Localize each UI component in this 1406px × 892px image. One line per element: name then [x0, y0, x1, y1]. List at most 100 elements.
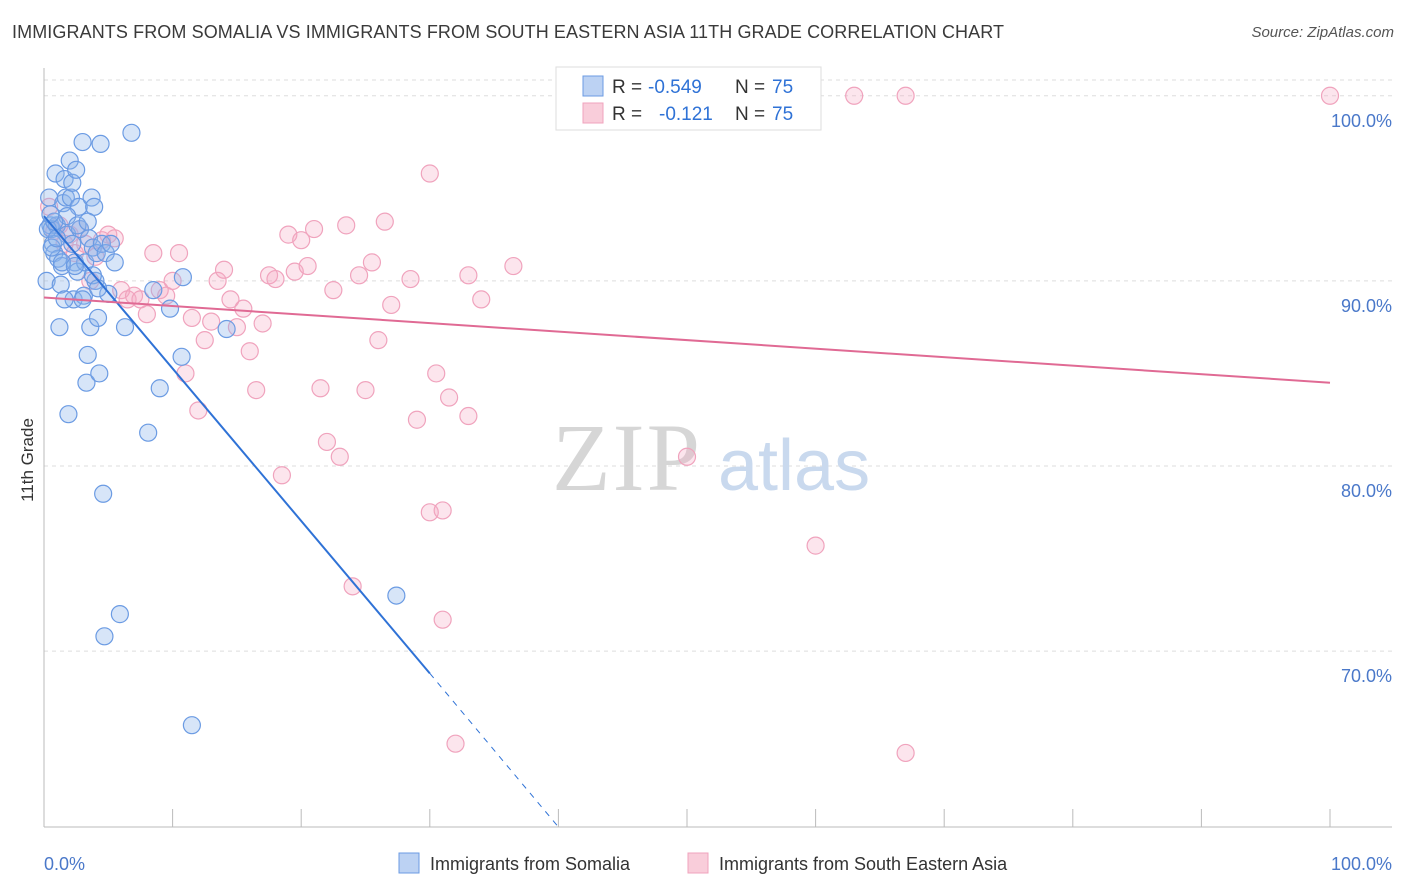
somalia-point	[94, 484, 113, 503]
sea-point	[401, 269, 420, 289]
sea-point	[427, 364, 446, 383]
somalia-point	[172, 347, 191, 366]
sea-point	[208, 271, 227, 290]
sea-point	[459, 406, 478, 426]
somalia-point	[122, 123, 141, 142]
stats-sea-n-value: 75	[772, 104, 793, 125]
chart-title: IMMIGRANTS FROM SOMALIA VS IMMIGRANTS FR…	[12, 22, 1005, 42]
somalia-point	[160, 299, 180, 318]
sea-point	[176, 364, 195, 383]
watermark-atlas: atlas	[718, 426, 870, 506]
somalia-point	[46, 164, 65, 183]
y-tick-labels: 70.0% 80.0% 90.0% 100.0%	[1331, 111, 1392, 686]
somalia-point	[150, 379, 169, 398]
sea-point	[169, 244, 189, 263]
x-tick-labels: 0.0% 100.0%	[44, 854, 1392, 874]
somalia-point	[217, 319, 236, 339]
sea-trend-line	[43, 296, 1331, 384]
somalia-point	[37, 271, 56, 290]
sea-point	[845, 86, 864, 105]
somalia-point	[182, 716, 201, 735]
sea-point	[896, 743, 915, 763]
sea-point	[311, 379, 330, 398]
legend-somalia-swatch	[398, 852, 420, 874]
somalia-trend-line	[43, 215, 431, 674]
somalia-point	[110, 605, 129, 624]
y-tick-label: 100.0%	[1331, 111, 1392, 131]
sea-point	[472, 290, 491, 309]
sea-point	[337, 216, 356, 235]
somalia-point	[61, 188, 81, 207]
somalia-point	[63, 234, 82, 253]
legend-sea-label: Immigrants from South Eastern Asia	[719, 854, 1008, 874]
somalia-point	[65, 256, 84, 276]
sea-point	[324, 281, 343, 300]
grid-lines	[44, 79, 1392, 652]
legend: Immigrants from Somalia Immigrants from …	[398, 852, 1008, 874]
stats-somalia-n-value: 75	[772, 77, 793, 98]
somalia-point	[101, 234, 120, 253]
somalia-point	[41, 205, 60, 224]
x-tick-label: 100.0%	[1331, 854, 1392, 874]
stats-sea-n-label: N =	[735, 104, 765, 125]
somalia-point	[173, 268, 192, 287]
sea-point	[292, 231, 311, 250]
sea-point	[896, 86, 915, 105]
sea-point	[182, 308, 201, 328]
somalia-point	[51, 275, 70, 294]
somalia-point	[88, 308, 108, 328]
sea-point	[439, 388, 459, 407]
somalia-point	[81, 318, 100, 337]
somalia-point	[60, 151, 79, 170]
somalia-point	[78, 345, 97, 365]
sea-point	[349, 266, 369, 285]
legend-sea-swatch	[687, 852, 709, 874]
trend-lines	[43, 215, 1331, 828]
sea-point	[382, 295, 401, 315]
source-credit: Source: ZipAtlas.com	[1251, 24, 1394, 41]
stats-somalia-r-value: -0.549	[648, 77, 702, 98]
sea-point	[504, 256, 523, 276]
sea-point	[221, 290, 240, 309]
sea-point	[298, 256, 317, 276]
sea-point	[343, 577, 362, 596]
sea-point	[375, 212, 394, 231]
sea-point	[369, 331, 388, 350]
sea-point	[433, 501, 452, 520]
sea-point	[144, 244, 163, 263]
sea-point	[214, 260, 234, 279]
somalia-point	[95, 627, 114, 646]
y-tick-label: 70.0%	[1341, 666, 1392, 686]
series-somalia-points	[37, 123, 406, 735]
stats-sea-r-value: -0.121	[659, 104, 713, 125]
somalia-point	[115, 318, 135, 337]
sea-point	[317, 432, 337, 452]
sea-point	[247, 381, 266, 400]
somalia-point	[90, 364, 109, 383]
sea-point	[677, 447, 697, 466]
y-tick-label: 90.0%	[1341, 296, 1392, 316]
sea-point	[420, 164, 439, 183]
sea-point	[362, 253, 382, 272]
sea-point	[433, 610, 452, 629]
legend-somalia-label: Immigrants from Somalia	[430, 854, 631, 874]
sea-point	[163, 271, 182, 290]
somalia-point	[67, 160, 86, 179]
y-tick-label: 80.0%	[1341, 481, 1392, 501]
sea-point	[195, 331, 214, 350]
sea-point	[304, 219, 324, 239]
somalia-point	[144, 281, 163, 300]
sea-point	[407, 410, 427, 429]
somalia-point	[78, 212, 97, 231]
somalia-point	[139, 423, 158, 442]
stats-somalia-r-label: R =	[612, 77, 642, 98]
stats-somalia-swatch	[582, 75, 604, 97]
somalia-point	[50, 318, 69, 337]
sea-point	[330, 447, 349, 466]
somalia-point	[73, 132, 92, 152]
sea-point	[806, 536, 825, 555]
x-tick-label: 0.0%	[44, 854, 85, 874]
watermark-zip: ZIP	[552, 404, 702, 511]
sea-point	[266, 269, 285, 289]
